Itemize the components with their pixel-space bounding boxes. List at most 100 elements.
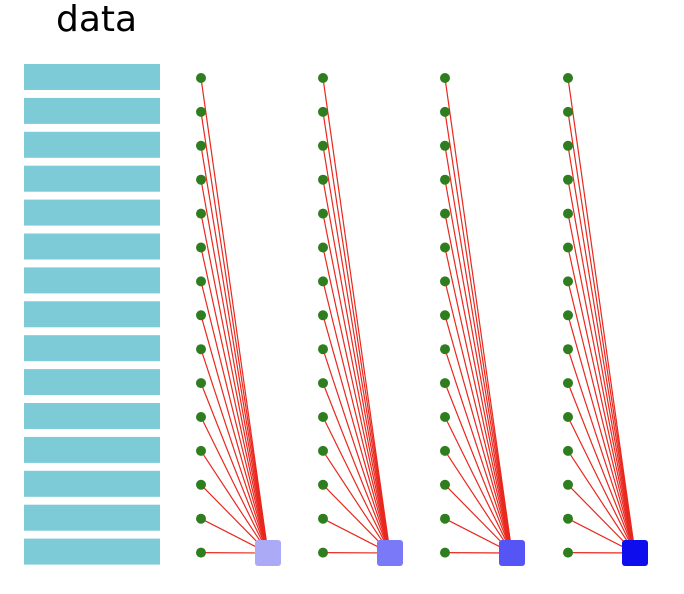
target-node [499, 540, 525, 566]
edge-line [322, 247, 391, 554]
edge-line [567, 281, 636, 554]
node-dot [318, 140, 328, 151]
node-dot [196, 547, 206, 558]
edge-line [567, 77, 636, 554]
node-dot [563, 445, 573, 456]
node-dot [563, 547, 573, 558]
edge-line [567, 213, 636, 554]
edge-line [200, 247, 269, 554]
node-dot [196, 106, 206, 117]
edge-line [322, 77, 391, 554]
node-dot [563, 310, 573, 321]
node-dot [318, 276, 328, 287]
node-dot [318, 412, 328, 422]
edge-line [444, 349, 513, 554]
edges [200, 77, 636, 554]
node-dot [563, 412, 573, 422]
data-bar [24, 335, 160, 362]
edge-line [322, 382, 391, 554]
edge-line [322, 315, 391, 554]
data-bar [24, 436, 160, 463]
edge-line [567, 315, 636, 554]
node-dot [318, 73, 328, 83]
node-dot [440, 378, 450, 389]
node-dot [563, 479, 573, 490]
node-dot [196, 445, 206, 456]
edge-line [444, 315, 513, 554]
edge-line [322, 416, 391, 554]
edge-line [200, 111, 269, 554]
node-dot [440, 479, 450, 490]
edge-line [322, 179, 391, 554]
node-dot [440, 412, 450, 422]
target-node [255, 540, 281, 566]
data-bar [24, 403, 160, 429]
node-dot [440, 106, 450, 117]
node-dot [563, 276, 573, 287]
node-dot [563, 208, 573, 219]
data-bar [24, 97, 160, 124]
node-dot [440, 344, 450, 355]
node-dot [318, 208, 328, 219]
node-dot [563, 242, 573, 253]
node-dot [440, 242, 450, 253]
data-bar [24, 233, 160, 260]
node-dot [318, 479, 328, 490]
edge-line [322, 281, 391, 554]
node-dot [563, 174, 573, 185]
node-dot [318, 513, 328, 524]
edge-line [567, 416, 636, 554]
node-dot [196, 208, 206, 219]
edge-line [444, 111, 513, 554]
node-dot [563, 344, 573, 355]
node-dot [196, 73, 206, 83]
edge-line [444, 450, 513, 554]
data-bar [24, 470, 160, 497]
edge-line [200, 179, 269, 554]
node-dot [196, 310, 206, 321]
edge-line [200, 382, 269, 554]
edge-line [200, 450, 269, 554]
target-node [622, 540, 648, 566]
data-title: data [56, 0, 138, 40]
node-dot [318, 174, 328, 185]
edge-line [322, 450, 391, 554]
edge-line [200, 77, 269, 554]
node-dot [440, 310, 450, 321]
edge-line [200, 213, 269, 554]
edge-line [444, 281, 513, 554]
edge-line [444, 416, 513, 554]
target-node [377, 540, 403, 566]
node-dot [196, 242, 206, 253]
edge-line [322, 111, 391, 554]
node-dot [563, 378, 573, 389]
data-bar [24, 538, 160, 565]
edge-line [200, 416, 269, 554]
data-bar [24, 165, 160, 192]
edge-line [444, 145, 513, 554]
node-dot [563, 73, 573, 83]
node-dot [318, 242, 328, 253]
node-dot [440, 174, 450, 185]
edge-line [567, 450, 636, 554]
edge-line [444, 77, 513, 554]
edge-line [567, 111, 636, 554]
data-bars [24, 64, 160, 565]
node-dot [440, 445, 450, 456]
data-bar [24, 64, 160, 90]
edge-line [567, 382, 636, 554]
node-dot [440, 208, 450, 219]
node-dot [318, 344, 328, 355]
data-bar [24, 504, 160, 531]
edge-line [322, 145, 391, 554]
edge-line [322, 213, 391, 554]
node-dot [318, 310, 328, 321]
data-bar [24, 301, 160, 328]
data-bar [24, 199, 160, 226]
edge-line [444, 179, 513, 554]
edge-line [200, 145, 269, 554]
node-dot [563, 513, 573, 524]
node-dot [196, 276, 206, 287]
edge-line [567, 349, 636, 554]
